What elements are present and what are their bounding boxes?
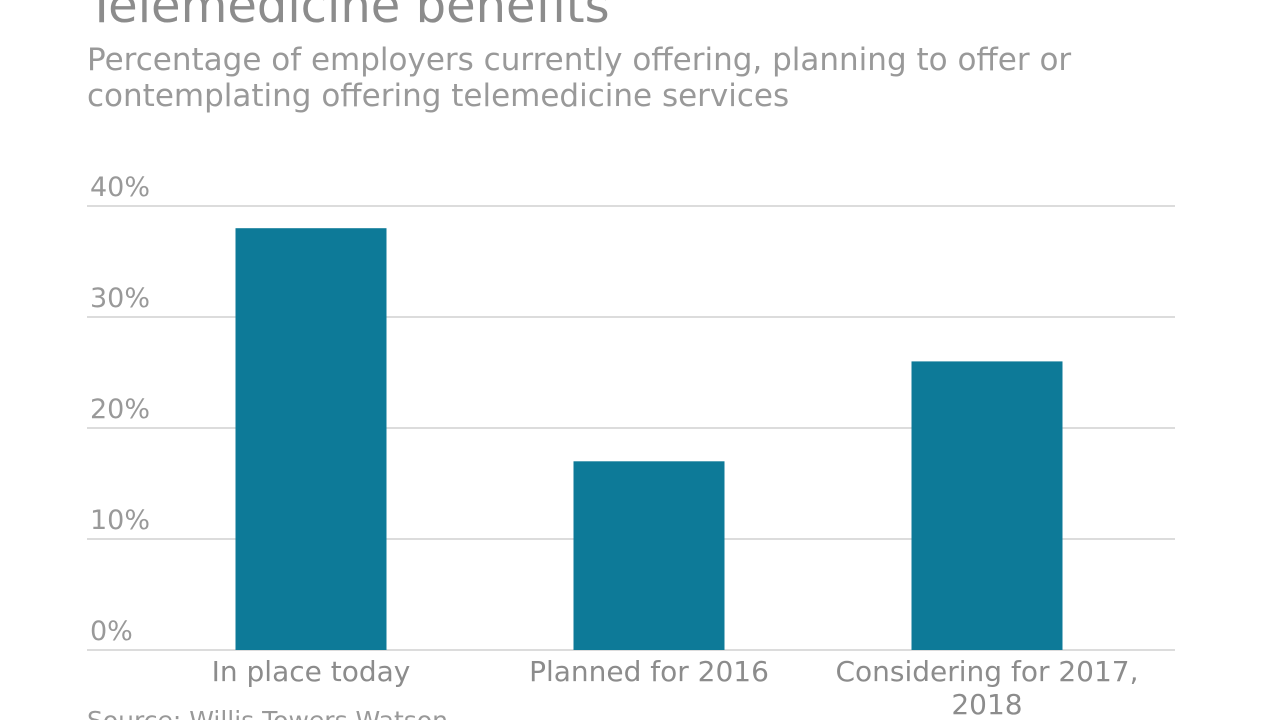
bar <box>235 228 387 650</box>
y-tick-label: 0% <box>90 616 133 647</box>
source: Source: Willis Towers Watson <box>87 706 448 720</box>
chart-title: Telemedicine benefits <box>87 0 610 34</box>
y-tick-label: 10% <box>90 505 150 536</box>
chart-subtitle: Percentage of employers currently offeri… <box>87 42 1072 114</box>
x-tick-label: Planned for 2016 <box>529 655 769 688</box>
bar <box>573 461 725 650</box>
x-tick-label: Considering for 2017, 2018 <box>835 655 1139 720</box>
bar <box>911 361 1063 650</box>
y-tick-label: 20% <box>90 394 150 425</box>
y-tick-label: 30% <box>90 283 150 314</box>
y-tick-label: 40% <box>90 172 150 203</box>
x-tick-label: In place today <box>211 655 411 688</box>
